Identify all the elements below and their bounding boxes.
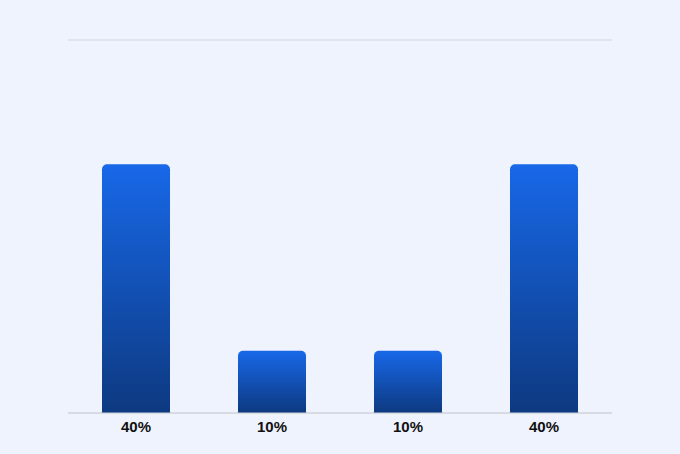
svg-text:10%: 10% (393, 418, 423, 435)
svg-text:40%: 40% (121, 418, 151, 435)
svg-text:10%: 10% (257, 418, 287, 435)
svg-text:40%: 40% (529, 418, 559, 435)
